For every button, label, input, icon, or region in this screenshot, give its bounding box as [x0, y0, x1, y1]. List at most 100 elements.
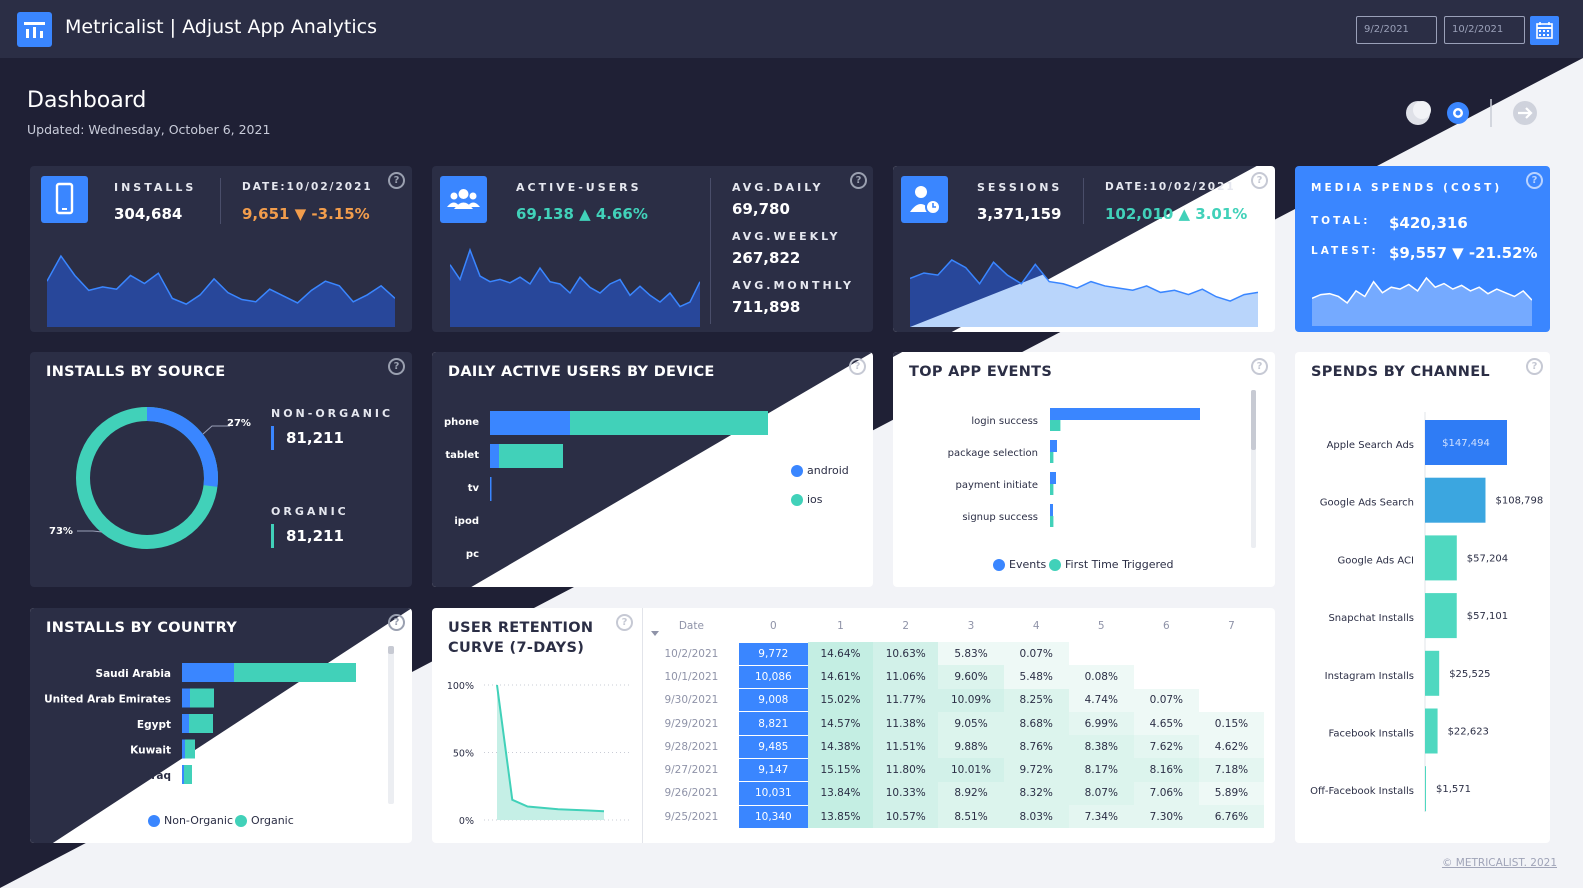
channel-label: Instagram Installs [1325, 671, 1414, 682]
app-header: Metricalist | Adjust App Analytics 9/2/2… [0, 0, 1583, 58]
cohort-size-cell: 10,340 [738, 804, 808, 829]
table-header-cell[interactable]: 2 [902, 620, 910, 632]
events-scrollbar[interactable] [1251, 390, 1256, 548]
help-icon[interactable]: ? [849, 358, 866, 375]
retention-cell: 4.74% [1068, 688, 1134, 712]
retention-cell: 14.57% [807, 711, 874, 736]
top-app-events-title: TOP APP EVENTS [909, 364, 1053, 380]
retention-cell: 9.05% [938, 711, 1004, 736]
table-header-cell[interactable]: 5 [1097, 620, 1105, 632]
next-arrow-icon[interactable] [1513, 101, 1537, 125]
app-logo-icon [17, 12, 52, 47]
retention-cell: 13.85% [807, 805, 874, 829]
help-icon[interactable]: ? [388, 172, 405, 189]
channel-label: Snapchat Installs [1328, 613, 1414, 624]
android-bar [490, 477, 491, 501]
table-header-cell[interactable]: 0 [769, 619, 777, 632]
help-icon[interactable]: ? [388, 614, 405, 631]
retention-cell: 8.51% [938, 805, 1004, 829]
sparkline-area [47, 256, 395, 327]
calendar-button[interactable] [1530, 16, 1559, 45]
retention-cell: 7.06% [1133, 781, 1199, 806]
source-donut-chart [76, 407, 230, 549]
footer-copyright[interactable]: © METRICALIST. 2021 [1441, 857, 1557, 869]
non-organic-bar [182, 663, 234, 682]
spends-bar-chart: Apple Search Ads $147,494 Google Ads Searc… [1310, 412, 1543, 812]
retention-area [497, 685, 604, 820]
retention-cell: 8.03% [1003, 805, 1069, 829]
channel-label: Google Ads ACI [1338, 555, 1414, 566]
end-date-input[interactable]: 10/2/2021 [1444, 16, 1525, 44]
channel-label: Apple Search Ads [1327, 440, 1414, 451]
non-organic-bar [182, 739, 185, 759]
cohort-size-cell: 9,147 [738, 757, 808, 782]
cohort-size-cell: 9,008 [738, 688, 808, 712]
cohort-size-cell: 10,086 [738, 664, 808, 689]
active-users-kpi-card: ACTIVE-USERS 69,138 ▲ 4.66% AVG.DAILY 69… [432, 166, 873, 332]
retention-cell [1199, 689, 1264, 712]
table-header-cell[interactable]: 3 [967, 620, 975, 632]
retention-cell: 6.99% [1068, 711, 1134, 736]
ios-bar [570, 411, 768, 435]
channel-label: Off-Facebook Installs [1310, 786, 1414, 797]
first-time-bar [1050, 452, 1054, 463]
retention-cell [1134, 642, 1199, 665]
avg-daily-value: 69,780 [732, 200, 790, 218]
retention-curve-chart: 100% 50% 0% [447, 681, 632, 827]
latest-label: LATEST: [1311, 245, 1379, 257]
country-label: Iraq [147, 770, 171, 782]
pct-non-organic: 27% [227, 418, 251, 429]
table-header-cell[interactable]: 7 [1228, 620, 1235, 632]
active-users-value: 69,138 ▲ 4.66% [516, 205, 648, 223]
dark-mode-toggle-icon[interactable] [1406, 101, 1431, 125]
settings-gear-icon[interactable] [1447, 102, 1469, 124]
channel-label: Facebook Installs [1329, 729, 1414, 740]
active-users-label: ACTIVE-USERS [516, 181, 642, 194]
cohort-date-cell: 10/2/2021 [664, 647, 719, 660]
spend-value-label: $25,525 [1449, 669, 1490, 680]
channel-label: Google Ads Search [1320, 498, 1414, 509]
retention-cell: 11.38% [873, 711, 939, 736]
help-icon[interactable]: ? [616, 614, 633, 631]
organic-bar [184, 765, 192, 784]
country-scrollbar[interactable] [388, 646, 394, 804]
retention-cell: 5.48% [1003, 665, 1069, 689]
sort-chevron-icon[interactable] [650, 630, 660, 638]
table-header-cell[interactable]: 4 [1032, 620, 1040, 632]
sessions-label: SESSIONS [977, 181, 1063, 194]
retention-cell: 7.30% [1133, 805, 1199, 829]
active-users-sparkline [450, 247, 700, 327]
country-label: Kuwait [130, 745, 171, 757]
organic-value: 81,211 [286, 527, 344, 545]
legend-first-time: First Time Triggered [1049, 558, 1174, 571]
help-icon[interactable]: ? [388, 358, 405, 375]
table-header-cell[interactable]: 6 [1163, 620, 1170, 632]
help-icon[interactable]: ? [1526, 172, 1543, 189]
table-header-cell[interactable]: Date [678, 620, 704, 632]
table-row: 10/2/2021 9,772 14.64% 10.63% 5.83% 0.07% [644, 641, 1264, 666]
help-icon[interactable]: ? [1526, 358, 1543, 375]
legend-android: android [791, 464, 849, 477]
help-icon[interactable]: ? [1251, 358, 1268, 375]
table-row: 9/26/2021 10,031 13.84% 10.33% 8.92% 8.32% 8.0… [644, 781, 1264, 806]
installs-by-source-card: INSTALLS BY SOURCE ? 27% 73% NON-ORGANIC… [30, 352, 412, 587]
help-icon[interactable]: ? [850, 172, 867, 189]
y-tick-label: 50% [453, 749, 474, 760]
media-spends-label: MEDIA SPENDS (COST) [1311, 182, 1503, 194]
table-header-cell[interactable]: 1 [837, 620, 844, 632]
dau-by-device-card: DAILY ACTIVE USERS BY DEVICE ? phone tabl… [432, 352, 873, 587]
installs-kpi-card: INSTALLS 304,684 DATE:10/02/2021 9,651 ▼… [30, 166, 412, 332]
help-icon[interactable]: ? [1251, 172, 1268, 189]
event-label: payment initiate [955, 480, 1038, 491]
retention-cell [1069, 642, 1134, 665]
country-bar-chart: Saudi Arabia United Arab Emirates Egypt Kuw… [44, 663, 356, 784]
calendar-icon [1536, 22, 1553, 39]
retention-cell: 11.77% [873, 688, 939, 712]
android-bar [490, 411, 570, 435]
start-date-input[interactable]: 9/2/2021 [1356, 16, 1437, 44]
non-organic-label: NON-ORGANIC [271, 407, 394, 420]
pct-organic: 73% [49, 526, 73, 537]
retention-cell: 5.83% [938, 642, 1004, 666]
installs-by-country-title: INSTALLS BY COUNTRY [46, 620, 238, 636]
sessions-sparkline [910, 259, 1258, 327]
